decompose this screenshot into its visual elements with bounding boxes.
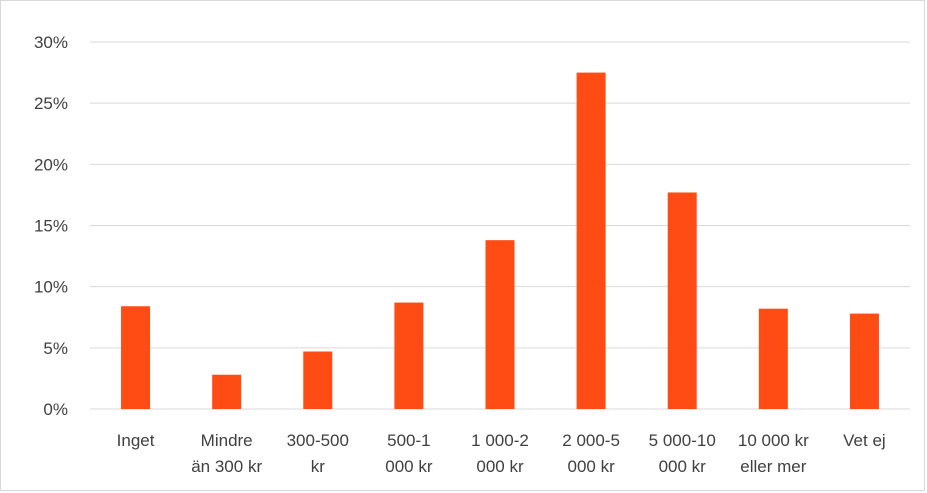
bar xyxy=(485,240,515,409)
bar xyxy=(212,374,242,409)
x-category-label-line: 10 000 kr xyxy=(738,431,809,450)
y-tick-label: 15% xyxy=(34,217,68,236)
x-category-label-line: 500-1 xyxy=(387,431,430,450)
x-category-label-line: Vet ej xyxy=(843,431,886,450)
y-tick-label: 20% xyxy=(34,155,68,174)
y-tick-label: 30% xyxy=(34,33,68,52)
bar xyxy=(303,351,333,409)
x-category-label-line: 000 kr xyxy=(476,457,524,476)
x-category-label: 500-1 000 kr xyxy=(385,431,433,476)
bar xyxy=(758,308,788,409)
bar xyxy=(667,192,697,409)
x-category-label-line: 5 000-10 xyxy=(649,431,716,450)
x-axis-labels: Inget Mindre än 300 kr 300-500 kr 500-1 000 kr… xyxy=(117,431,886,476)
x-category-label-line: 300-500 xyxy=(287,431,349,450)
y-tick-label: 25% xyxy=(34,94,68,113)
bars xyxy=(121,72,879,409)
x-category-label: 2 000-5 000 kr xyxy=(562,431,620,476)
x-category-label-line: än 300 kr xyxy=(191,457,262,476)
x-category-label: 5 000-10 000 kr xyxy=(649,431,716,476)
bar xyxy=(121,306,151,409)
y-axis-ticks: 0% 5% 10% 15% 20% 25% 30% xyxy=(34,33,68,419)
x-category-label-line: eller mer xyxy=(740,457,806,476)
x-category-label-line: Inget xyxy=(117,431,155,450)
x-category-label: Inget xyxy=(117,431,155,450)
x-category-label-line: 2 000-5 xyxy=(562,431,620,450)
x-category-label: 1 000-2 000 kr xyxy=(471,431,529,476)
x-category-label: 10 000 kr eller mer xyxy=(738,431,809,476)
x-category-label-line: Mindre xyxy=(201,431,253,450)
y-tick-label: 10% xyxy=(34,278,68,297)
x-category-label: 300-500 kr xyxy=(287,431,349,476)
x-category-label-line: 000 kr xyxy=(385,457,433,476)
x-category-label-line: 000 kr xyxy=(659,457,707,476)
bar xyxy=(849,313,879,409)
bar xyxy=(394,302,424,409)
x-category-label: Vet ej xyxy=(843,431,886,450)
x-category-label-line: 000 kr xyxy=(567,457,615,476)
y-tick-label: 0% xyxy=(43,400,68,419)
x-category-label-line: 1 000-2 xyxy=(471,431,529,450)
y-tick-label: 5% xyxy=(43,339,68,358)
x-category-label-line: kr xyxy=(311,457,326,476)
x-category-label: Mindre än 300 kr xyxy=(191,431,262,476)
bar xyxy=(576,72,606,409)
